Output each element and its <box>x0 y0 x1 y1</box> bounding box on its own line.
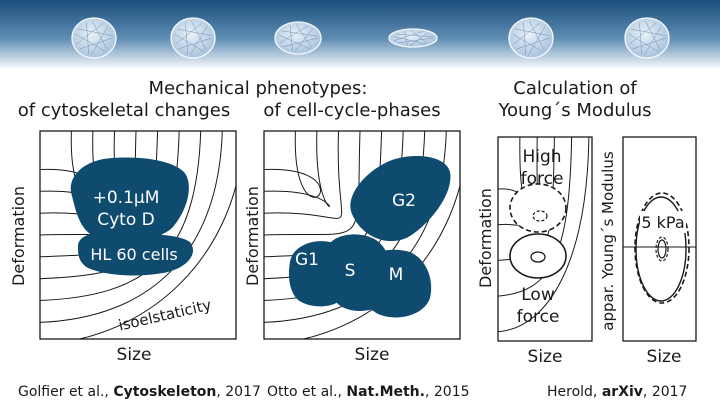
panel2-ylabel: Deformation <box>243 186 262 286</box>
modulus-core-solid <box>657 239 667 259</box>
modulus-core-dashed <box>655 236 669 262</box>
isoelasticity-curve <box>498 137 590 333</box>
modulus-label-bg <box>640 211 686 233</box>
phase-g2-label: G2 <box>392 191 416 211</box>
phase-m-label: M <box>389 265 404 285</box>
low-force-label-line1: Low <box>521 285 555 305</box>
isoelasticity-curve <box>40 131 223 323</box>
heading-mechanical-phenotypes: Mechanical phenotypes: <box>149 78 368 99</box>
panel1-xlabel: Size <box>117 345 152 365</box>
round-cell <box>508 17 554 59</box>
blob-cyto-d-line1: +0.1µM <box>93 188 160 208</box>
isoelasticity-label: isoelstaticity <box>117 296 213 335</box>
panel4-ylabel: appar. Young´s Modulus <box>599 151 617 331</box>
citation-otto: Otto et al., Nat.Meth., 2015 <box>267 384 470 400</box>
banner-cells <box>71 17 670 59</box>
heading-cytoskeletal: of cytoskeletal changes <box>18 100 230 121</box>
blob-hl60 <box>78 231 194 276</box>
blob-g1 <box>288 241 348 307</box>
high-force-label-line1: High <box>522 147 561 167</box>
isoelasticity-curve <box>76 183 236 339</box>
blob-cyto-d <box>70 157 189 243</box>
panel1-frame <box>39 130 237 340</box>
blob-hl60-label: HL 60 cells <box>90 245 177 264</box>
round-cell <box>170 17 216 59</box>
blob-m <box>356 249 432 318</box>
blob-g2 <box>350 156 451 242</box>
citation-golfier: Golfier et al., Cytoskeleton, 2017 <box>18 384 261 400</box>
banner-background <box>0 0 720 70</box>
round-cell <box>624 17 670 59</box>
panel4-frame <box>622 136 697 342</box>
panel2-frame <box>263 130 461 340</box>
round-cell <box>71 17 117 59</box>
low-force-contour-inner <box>530 251 546 263</box>
panel3-frame <box>497 136 593 342</box>
panel2-xlabel: Size <box>355 345 390 365</box>
low-force-label-line2: force <box>517 307 560 327</box>
isoelasticity-curve <box>264 131 361 236</box>
high-force-label-line2: force <box>521 169 564 189</box>
isoelasticity-curve <box>264 131 343 219</box>
panel-youngs-modulus: 5 kPa appar. Young´s Modulus Size <box>599 136 697 367</box>
heading-cell-cycle: of cell-cycle-phases <box>263 100 440 121</box>
heading-youngs-modulus: Young´s Modulus <box>497 100 651 121</box>
panel3-ylabel: Deformation <box>476 188 495 288</box>
panel-force-comparison: High force Low force Deformation Size <box>476 136 593 367</box>
high-force-contour-inner <box>532 210 548 222</box>
isoelasticity-curve <box>264 131 330 207</box>
panel-cytoskeletal: +0.1µM Cyto D HL 60 cells isoelstaticity… <box>9 130 237 365</box>
modulus-contour-solid <box>635 196 687 302</box>
modulus-value-label: 5 kPa <box>641 213 684 232</box>
panel3-xlabel: Size <box>528 347 563 367</box>
modulus-contour-dashed <box>634 192 690 304</box>
heading-calculation: Calculation of <box>513 78 637 99</box>
high-force-contour-outer <box>509 183 567 233</box>
blob-cyto-d-line2: Cyto D <box>97 210 155 230</box>
low-force-contour-outer <box>509 233 567 279</box>
mild-ellipse-cell <box>274 21 322 55</box>
panel1-ylabel: Deformation <box>9 186 28 286</box>
isoelasticity-curve <box>264 131 321 198</box>
flat-ellipse-cell <box>388 28 438 48</box>
phase-g1-label: G1 <box>295 250 319 270</box>
panel-cell-cycle: G1 S M G2 Deformation Size <box>243 130 461 365</box>
phase-s-label: S <box>345 261 356 281</box>
panel4-xlabel: Size <box>647 347 682 367</box>
citation-herold: Herold, arXiv, 2017 <box>547 384 687 400</box>
